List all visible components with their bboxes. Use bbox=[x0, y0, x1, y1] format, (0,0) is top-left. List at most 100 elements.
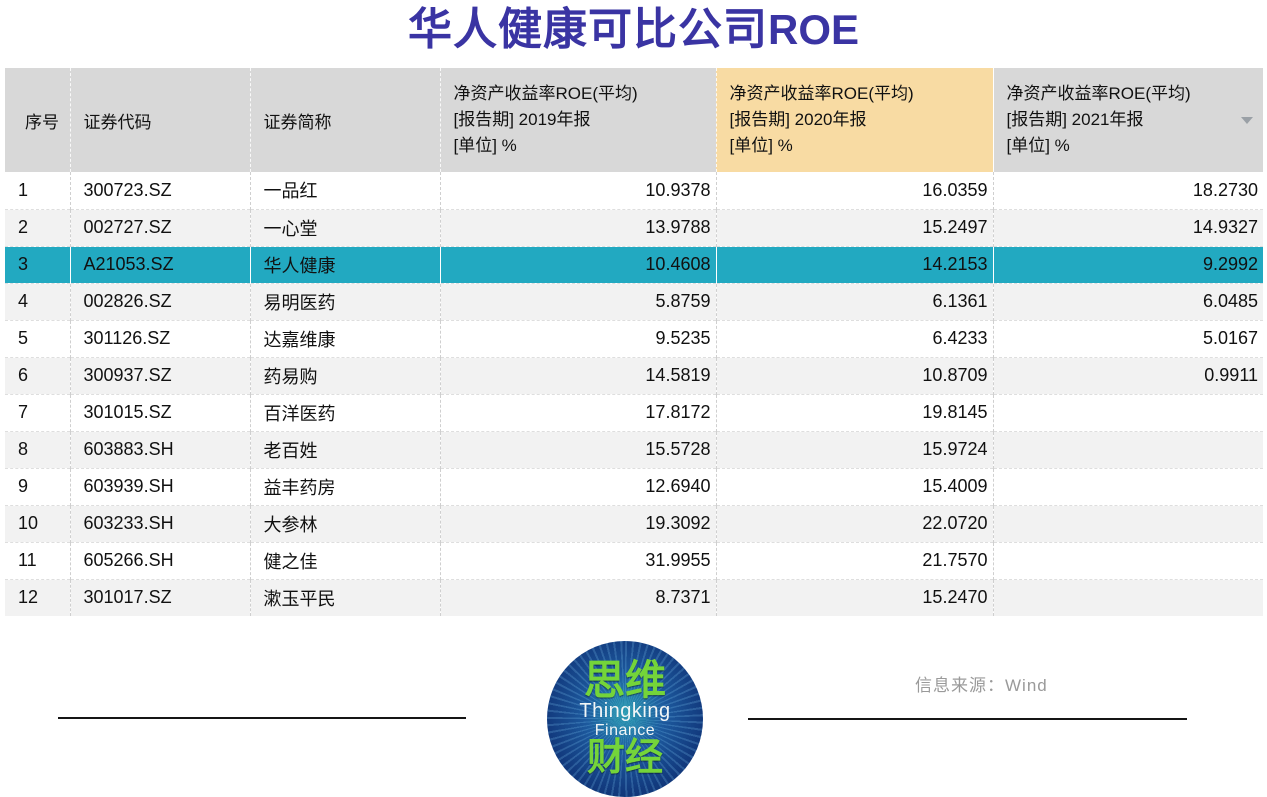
cell-code[interactable]: A21053.SZ bbox=[69, 245, 250, 283]
cell-roe2019[interactable]: 14.5819 bbox=[439, 356, 716, 394]
cell-roe2020[interactable]: 19.8145 bbox=[715, 393, 993, 431]
cell-roe2019[interactable]: 10.4608 bbox=[439, 245, 716, 283]
cell-roe2019[interactable]: 5.8759 bbox=[439, 282, 716, 320]
cell-roe2019[interactable]: 10.9378 bbox=[439, 172, 716, 209]
logo-chinese-top: 思维 bbox=[584, 656, 666, 703]
header-roe-2021-unit: [单位] % bbox=[1006, 136, 1070, 155]
cell-roe2019[interactable]: 15.5728 bbox=[439, 430, 716, 468]
cell-name[interactable]: 达嘉维康 bbox=[249, 319, 440, 357]
cell-roe2021[interactable]: 9.2992 bbox=[992, 245, 1263, 283]
filter-dropdown-icon[interactable] bbox=[1241, 117, 1253, 124]
cell-name[interactable]: 漱玉平民 bbox=[249, 578, 440, 616]
cell-name[interactable]: 大参林 bbox=[249, 504, 440, 542]
cell-name[interactable]: 易明医药 bbox=[249, 282, 440, 320]
cell-name[interactable]: 华人健康 bbox=[249, 245, 440, 283]
cell-name[interactable]: 益丰药房 bbox=[249, 467, 440, 505]
cell-no[interactable]: 10 bbox=[5, 504, 70, 542]
header-roe-2021[interactable]: 净资产收益率ROE(平均) [报告期] 2021年报 [单位] % bbox=[992, 68, 1263, 172]
cell-roe2021[interactable] bbox=[992, 467, 1263, 505]
header-row-number[interactable]: 序号 bbox=[5, 68, 70, 172]
cell-roe2021[interactable]: 14.9327 bbox=[992, 208, 1263, 246]
cell-roe2021[interactable] bbox=[992, 430, 1263, 468]
cell-no[interactable]: 1 bbox=[5, 172, 70, 209]
header-roe-2019[interactable]: 净资产收益率ROE(平均) [报告期] 2019年报 [单位] % bbox=[439, 68, 716, 172]
logo-chinese-bottom: 财经 bbox=[586, 737, 663, 780]
header-security-code[interactable]: 证券代码 bbox=[69, 68, 250, 172]
cell-name[interactable]: 一心堂 bbox=[249, 208, 440, 246]
cell-roe2019[interactable]: 13.9788 bbox=[439, 208, 716, 246]
header-roe-2019-unit: [单位] % bbox=[453, 136, 517, 155]
cell-roe2019[interactable]: 12.6940 bbox=[439, 467, 716, 505]
cell-no[interactable]: 12 bbox=[5, 578, 70, 616]
table-row: 3 A21053.SZ 华人健康 10.4608 14.2153 9.2992 bbox=[5, 245, 1263, 283]
cell-code[interactable]: 605266.SH bbox=[69, 541, 250, 579]
cell-roe2019[interactable]: 19.3092 bbox=[439, 504, 716, 542]
cell-roe2020[interactable]: 10.8709 bbox=[715, 356, 993, 394]
cell-name[interactable]: 药易购 bbox=[249, 356, 440, 394]
cell-roe2020[interactable]: 15.2470 bbox=[715, 578, 993, 616]
cell-roe2020[interactable]: 21.7570 bbox=[715, 541, 993, 579]
cell-roe2021[interactable]: 6.0485 bbox=[992, 282, 1263, 320]
cell-no[interactable]: 9 bbox=[5, 467, 70, 505]
cell-no[interactable]: 3 bbox=[5, 245, 70, 283]
table-row: 5 301126.SZ 达嘉维康 9.5235 6.4233 5.0167 bbox=[5, 319, 1263, 357]
cell-code[interactable]: 300937.SZ bbox=[69, 356, 250, 394]
cell-roe2021[interactable] bbox=[992, 393, 1263, 431]
header-security-name[interactable]: 证券简称 bbox=[249, 68, 440, 172]
header-roe-2020-period: [报告期] 2020年报 bbox=[729, 110, 867, 129]
cell-no[interactable]: 5 bbox=[5, 319, 70, 357]
cell-roe2021[interactable]: 5.0167 bbox=[992, 319, 1263, 357]
cell-name[interactable]: 一品红 bbox=[249, 172, 440, 209]
cell-name[interactable]: 百洋医药 bbox=[249, 393, 440, 431]
cell-code[interactable]: 301017.SZ bbox=[69, 578, 250, 616]
cell-roe2019[interactable]: 8.7371 bbox=[439, 578, 716, 616]
table-row: 11 605266.SH 健之佳 31.9955 21.7570 bbox=[5, 541, 1263, 579]
cell-roe2020[interactable]: 15.4009 bbox=[715, 467, 993, 505]
cell-roe2020[interactable]: 16.0359 bbox=[715, 172, 993, 209]
cell-roe2020[interactable]: 6.1361 bbox=[715, 282, 993, 320]
table-row: 2 002727.SZ 一心堂 13.9788 15.2497 14.9327 bbox=[5, 208, 1263, 246]
page-title-chinese: 华人健康可比公司 bbox=[407, 4, 768, 55]
cell-roe2021[interactable]: 0.9911 bbox=[992, 356, 1263, 394]
cell-code[interactable]: 002826.SZ bbox=[69, 282, 250, 320]
cell-code[interactable]: 603939.SH bbox=[69, 467, 250, 505]
cell-roe2019[interactable]: 31.9955 bbox=[439, 541, 716, 579]
cell-roe2020[interactable]: 14.2153 bbox=[715, 245, 993, 283]
cell-roe2019[interactable]: 17.8172 bbox=[439, 393, 716, 431]
cell-no[interactable]: 6 bbox=[5, 356, 70, 394]
table-row: 1 300723.SZ 一品红 10.9378 16.0359 18.2730 bbox=[5, 172, 1263, 209]
cell-roe2021[interactable] bbox=[992, 504, 1263, 542]
table-header: 序号 证券代码 证券简称 净资产收益率ROE(平均) [报告期] 2019年报 … bbox=[5, 68, 1263, 172]
cell-no[interactable]: 7 bbox=[5, 393, 70, 431]
cell-name[interactable]: 老百姓 bbox=[249, 430, 440, 468]
thinking-finance-logo: 思维 Thingking Finance 财经 bbox=[547, 641, 703, 797]
cell-roe2020[interactable]: 15.2497 bbox=[715, 208, 993, 246]
cell-code[interactable]: 301015.SZ bbox=[69, 393, 250, 431]
table-row: 8 603883.SH 老百姓 15.5728 15.9724 bbox=[5, 430, 1263, 468]
cell-roe2021[interactable] bbox=[992, 578, 1263, 616]
cell-no[interactable]: 4 bbox=[5, 282, 70, 320]
cell-code[interactable]: 603883.SH bbox=[69, 430, 250, 468]
cell-roe2019[interactable]: 9.5235 bbox=[439, 319, 716, 357]
table-row: 4 002826.SZ 易明医药 5.8759 6.1361 6.0485 bbox=[5, 282, 1263, 320]
cell-code[interactable]: 603233.SH bbox=[69, 504, 250, 542]
cell-roe2020[interactable]: 6.4233 bbox=[715, 319, 993, 357]
header-roe-2019-period: [报告期] 2019年报 bbox=[453, 110, 591, 129]
footer-divider-right bbox=[748, 718, 1187, 720]
page-title-roe: ROE bbox=[767, 6, 859, 53]
cell-no[interactable]: 2 bbox=[5, 208, 70, 246]
cell-code[interactable]: 300723.SZ bbox=[69, 172, 250, 209]
cell-roe2020[interactable]: 15.9724 bbox=[715, 430, 993, 468]
cell-no[interactable]: 8 bbox=[5, 430, 70, 468]
cell-roe2021[interactable]: 18.2730 bbox=[992, 172, 1263, 209]
header-roe-2021-title: 净资产收益率ROE(平均) bbox=[1006, 84, 1191, 103]
table-body: 1 300723.SZ 一品红 10.9378 16.0359 18.2730 2 00272… bbox=[5, 172, 1263, 616]
cell-roe2020[interactable]: 22.0720 bbox=[715, 504, 993, 542]
header-roe-2020-unit: [单位] % bbox=[729, 136, 793, 155]
cell-roe2021[interactable] bbox=[992, 541, 1263, 579]
cell-code[interactable]: 301126.SZ bbox=[69, 319, 250, 357]
header-roe-2020[interactable]: 净资产收益率ROE(平均) [报告期] 2020年报 [单位] % bbox=[715, 68, 993, 172]
cell-no[interactable]: 11 bbox=[5, 541, 70, 579]
cell-name[interactable]: 健之佳 bbox=[249, 541, 440, 579]
cell-code[interactable]: 002727.SZ bbox=[69, 208, 250, 246]
